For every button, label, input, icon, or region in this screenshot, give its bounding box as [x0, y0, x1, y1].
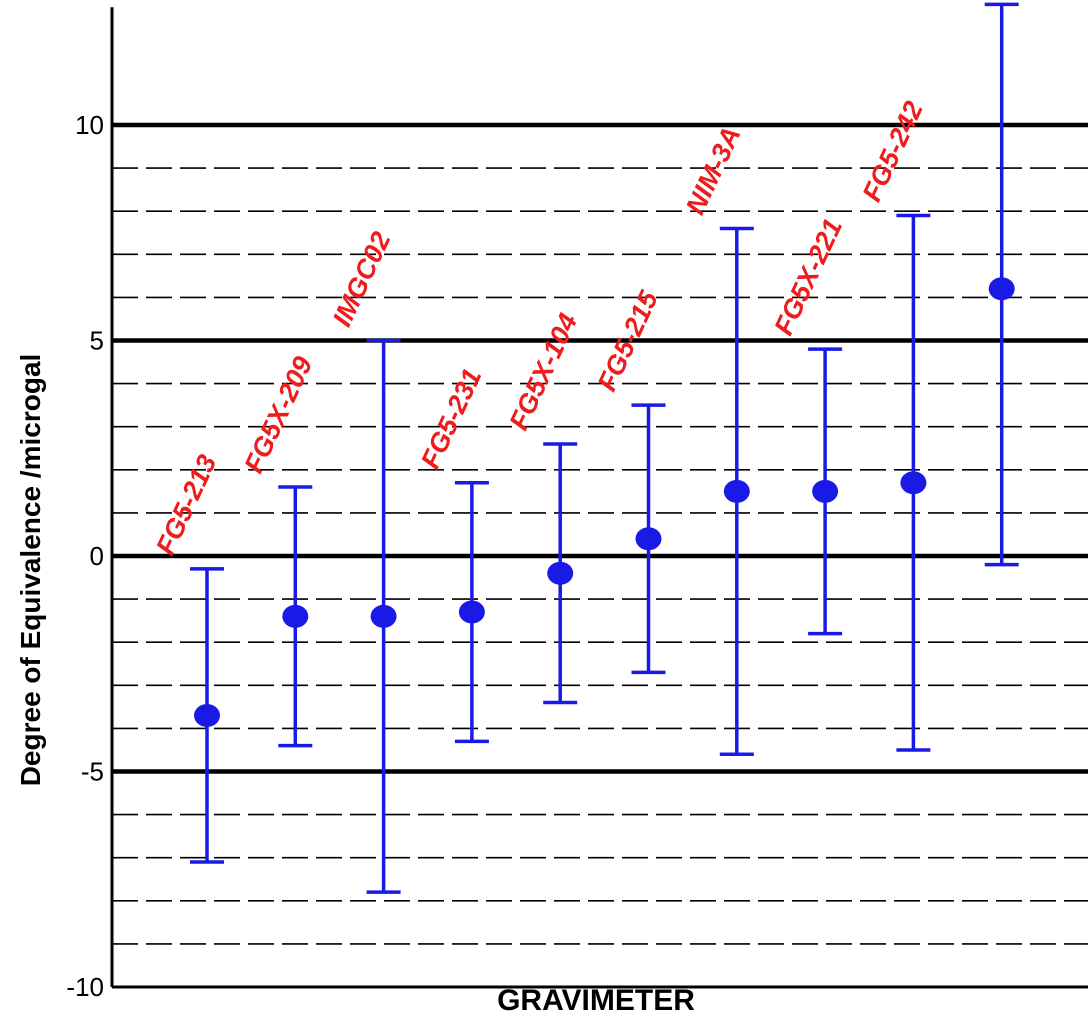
- point-label: FG5-213: [150, 450, 222, 559]
- data-point: [723, 479, 750, 503]
- y-tick-label: -10: [66, 972, 104, 1002]
- data-point: [458, 600, 485, 624]
- data-point: [282, 604, 309, 628]
- point-label: FG5X-221: [768, 214, 848, 340]
- x-axis-title: GRAVIMETER: [497, 984, 695, 1017]
- point-label: FG5-231: [415, 364, 487, 473]
- data-point: [547, 561, 574, 585]
- grid-layer: [112, 122, 1088, 945]
- point-label: IMGC02: [327, 227, 397, 331]
- y-tick-label: 10: [75, 110, 104, 140]
- data-point: [812, 479, 839, 503]
- y-tick-label: -5: [81, 757, 104, 787]
- point-label: FG5X-209: [239, 352, 319, 478]
- data-point: [370, 604, 397, 628]
- point-label: FG5X-104: [503, 309, 583, 435]
- y-axis-title: Degree of Equivalence /microgal: [15, 354, 46, 787]
- point-label: FG5-242: [857, 97, 929, 206]
- data-point: [900, 471, 927, 495]
- data-point: [988, 277, 1015, 301]
- y-tick-label: 0: [90, 541, 104, 571]
- axis-layer: 10 5 0 -5 -10: [66, 7, 1088, 1002]
- data-point: [194, 703, 220, 727]
- point-label: NIM-3A: [680, 122, 746, 219]
- data-point: [635, 527, 662, 551]
- y-tick-label: 5: [90, 326, 104, 356]
